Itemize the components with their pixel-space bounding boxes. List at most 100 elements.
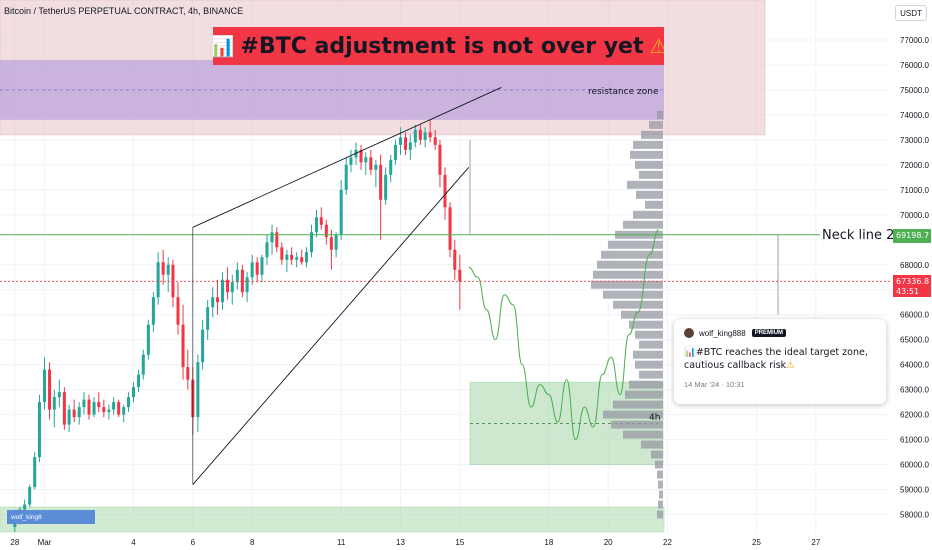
price-tick-label: 68000.0 bbox=[900, 261, 929, 270]
candle-bear bbox=[181, 324, 185, 368]
candle-bull bbox=[23, 504, 27, 510]
volume-profile-bar bbox=[657, 510, 663, 519]
volume-profile-bar bbox=[635, 360, 663, 369]
candle-bear bbox=[255, 262, 259, 275]
candle-bear bbox=[280, 247, 284, 260]
candle-bull bbox=[393, 144, 397, 160]
time-tick-label: 13 bbox=[396, 538, 405, 547]
candle-bear bbox=[240, 269, 244, 293]
time-tick-label: 15 bbox=[455, 538, 464, 547]
candle-bull bbox=[107, 409, 111, 413]
price-tick-label: 59000.0 bbox=[900, 486, 929, 495]
time-tick-label: 6 bbox=[191, 538, 196, 547]
time-tick-label: 22 bbox=[663, 538, 672, 547]
price-tick-label: 71000.0 bbox=[900, 186, 929, 195]
projected-price-path bbox=[468, 229, 659, 441]
candle-bear bbox=[186, 367, 190, 380]
candle-bull bbox=[156, 262, 160, 298]
candle-bear bbox=[226, 279, 230, 293]
candle-bear bbox=[379, 164, 383, 200]
candle-bear bbox=[453, 249, 457, 270]
candle-bear bbox=[97, 402, 101, 408]
idea-card[interactable]: wolf_king888 PREMIUM 📊#BTC reaches the i… bbox=[674, 319, 886, 404]
candle-bull bbox=[265, 242, 269, 258]
candle-bull bbox=[235, 269, 239, 283]
candle-bull bbox=[42, 369, 47, 403]
volume-profile-bar bbox=[627, 180, 663, 189]
volume-profile-bar bbox=[633, 210, 663, 219]
candle-bull bbox=[423, 132, 427, 140]
candle-bull bbox=[245, 277, 249, 293]
last-price-value: 67336.8 bbox=[896, 277, 930, 286]
bar-chart-emoji-icon: 📊 bbox=[213, 34, 235, 58]
candle-bear bbox=[448, 207, 452, 250]
volume-profile-bar bbox=[630, 150, 663, 159]
volume-profile-bar bbox=[641, 440, 663, 449]
candle-bull bbox=[82, 399, 86, 408]
candle-bull bbox=[146, 324, 150, 355]
candle-bull bbox=[413, 129, 417, 143]
last-price-tag: 67336.8 43:51 bbox=[893, 275, 931, 297]
volume-profile-bar bbox=[613, 400, 663, 409]
time-tick-label: 11 bbox=[337, 538, 346, 547]
candle-bull bbox=[77, 407, 81, 418]
price-tick-label: 72000.0 bbox=[900, 161, 929, 170]
currency-button[interactable]: USDT bbox=[895, 5, 927, 21]
candle-bear bbox=[72, 409, 76, 418]
candle-bear bbox=[428, 132, 432, 138]
price-tick-label: 63000.0 bbox=[900, 386, 929, 395]
candle-bear bbox=[319, 217, 323, 225]
time-tick-label: Mar bbox=[38, 538, 52, 547]
candle-bear bbox=[290, 254, 294, 260]
support-zone-label: 4h bbox=[649, 413, 661, 423]
candle-bear bbox=[117, 402, 121, 415]
candle-bear bbox=[418, 129, 422, 140]
candle-bull bbox=[220, 279, 225, 303]
volume-profile-bar bbox=[641, 130, 663, 139]
candle-bull bbox=[389, 159, 393, 175]
candle-bull bbox=[126, 397, 130, 408]
volume-profile-bar bbox=[635, 330, 663, 339]
volume-profile-bar bbox=[597, 260, 663, 269]
candle-bull bbox=[201, 329, 205, 363]
candle-bull bbox=[137, 374, 141, 388]
candle-bull bbox=[349, 157, 353, 165]
volume-profile-bar bbox=[633, 350, 663, 359]
volume-profile-bar bbox=[623, 430, 663, 439]
volume-profile-bar bbox=[635, 160, 663, 169]
idea-text: #BTC reaches the ideal target zone, caut… bbox=[684, 347, 868, 371]
volume-profile-bar bbox=[649, 120, 663, 129]
bar-chart-emoji-icon: 📊 bbox=[684, 347, 696, 358]
candle-bull bbox=[304, 252, 308, 263]
volume-profile-bar bbox=[608, 240, 663, 249]
price-tick-label: 60000.0 bbox=[900, 461, 929, 470]
author-tag-text: wolf_king8 bbox=[11, 513, 42, 521]
candle-bear bbox=[443, 174, 447, 208]
volume-profile-bar bbox=[621, 310, 663, 319]
candle-bear bbox=[300, 257, 304, 263]
price-tick-label: 75000.0 bbox=[900, 86, 929, 95]
neck-line-label: Neck line 2 bbox=[822, 228, 895, 243]
candle-bull bbox=[37, 402, 41, 458]
candle-bear bbox=[62, 392, 66, 425]
wedge-lower-trendline bbox=[192, 167, 470, 485]
candle-bull bbox=[339, 189, 343, 235]
volume-profile-bar bbox=[645, 200, 663, 209]
candle-bear bbox=[433, 137, 437, 145]
volume-profile-bar bbox=[658, 480, 663, 489]
time-axis-background bbox=[0, 532, 932, 550]
price-tick-label: 65000.0 bbox=[900, 336, 929, 345]
candle-bull bbox=[211, 297, 215, 308]
candle-bear bbox=[329, 237, 333, 250]
candle-bear bbox=[404, 137, 408, 150]
time-tick-label: 27 bbox=[811, 538, 820, 547]
volume-profile-bar bbox=[629, 320, 663, 329]
last-price-countdown: 43:51 bbox=[896, 287, 920, 296]
idea-author[interactable]: wolf_king888 bbox=[699, 328, 746, 338]
time-tick-label: 8 bbox=[250, 538, 255, 547]
time-tick-label: 4 bbox=[131, 538, 136, 547]
candle-bull bbox=[33, 457, 37, 488]
candle-bull bbox=[230, 282, 234, 293]
volume-profile-bar bbox=[639, 170, 663, 179]
